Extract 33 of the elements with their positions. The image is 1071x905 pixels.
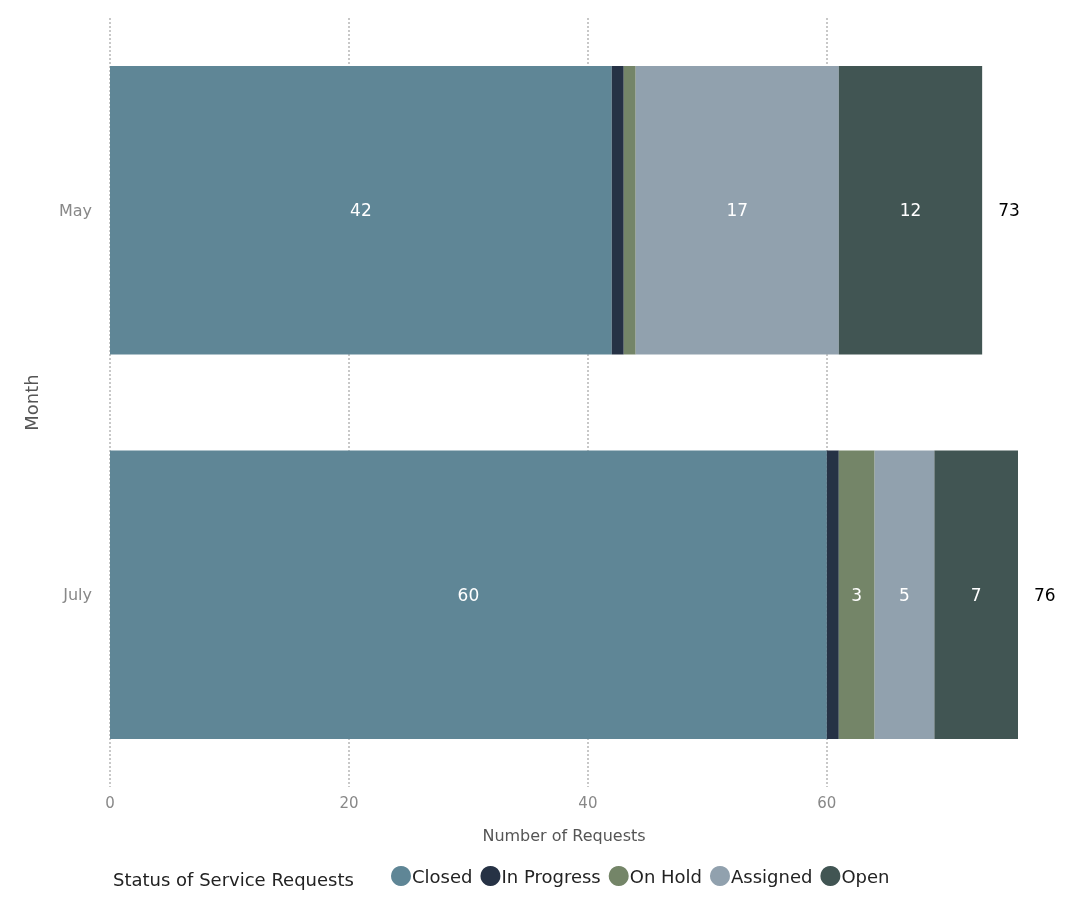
- bar: [934, 450, 1018, 739]
- data-label: 12: [899, 200, 922, 221]
- legend-label: In Progress: [501, 865, 601, 887]
- x-tick-label: 60: [817, 793, 837, 812]
- total-label: 76: [1034, 584, 1056, 605]
- x-tick-label: 0: [105, 793, 115, 812]
- bar: [635, 66, 839, 355]
- total-label: 73: [998, 200, 1020, 221]
- data-label: 42: [350, 200, 372, 221]
- y-axis-title: Month: [20, 374, 42, 431]
- x-axis-title: Number of Requests: [482, 825, 646, 845]
- bar: [838, 66, 983, 355]
- bar: [110, 66, 612, 355]
- legend-label: Open: [841, 865, 890, 887]
- bar: [838, 450, 875, 739]
- data-label: 60: [457, 584, 480, 605]
- bar: [110, 450, 827, 739]
- data-label: 5: [899, 584, 910, 605]
- bar: [826, 450, 839, 739]
- x-tick-label: 20: [339, 793, 359, 812]
- x-tick-label: 40: [578, 793, 598, 812]
- y-tick-label: July: [62, 585, 92, 605]
- legend-label: Assigned: [730, 865, 813, 887]
- data-label: 3: [851, 584, 863, 605]
- bar: [623, 66, 636, 355]
- bar: [874, 450, 935, 739]
- bar: [611, 66, 624, 355]
- legend-label: Closed: [412, 865, 473, 887]
- y-tick-label: May: [58, 200, 92, 220]
- data-label: 17: [726, 200, 749, 221]
- legend-label: On Hold: [629, 865, 702, 887]
- legend-title: Status of Service Requests: [113, 868, 354, 890]
- data-label: 7: [970, 584, 982, 605]
